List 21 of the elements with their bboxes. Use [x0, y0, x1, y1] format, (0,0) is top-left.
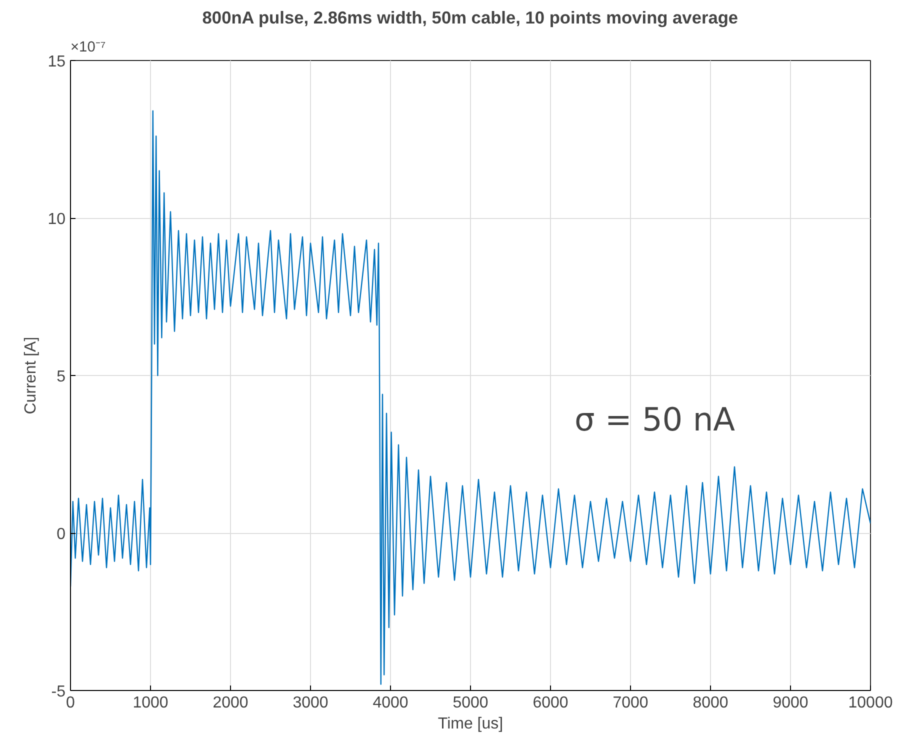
x-axis-title: Time [us]	[438, 716, 504, 732]
x-tick-label: 9000	[772, 694, 808, 712]
x-tick-label: 4000	[372, 694, 408, 712]
x-tick-label: 6000	[532, 694, 568, 712]
y-tick-label: 10	[48, 211, 66, 228]
y-axis-title: Current [A]	[22, 336, 40, 414]
y-tick-label: -5	[51, 684, 66, 700]
y-tick-label: 0	[56, 526, 66, 543]
text: ×10⁻⁷	[70, 40, 106, 56]
line-series	[70, 110, 870, 685]
x-tick-label: 10000	[848, 694, 893, 712]
chart-title: 800nA pulse, 2.86ms width, 50m cable, 10 points moving average	[202, 8, 738, 28]
x-tick-label: 3000	[292, 694, 328, 712]
x-tick-label: 2000	[212, 694, 248, 712]
x-tick-label: 7000	[612, 694, 648, 712]
x-tick-label: 8000	[692, 694, 728, 712]
x-tick-label: 1000	[132, 694, 168, 712]
y-tick-label: 15	[48, 54, 66, 70]
y-tick-label: 5	[56, 368, 66, 386]
x-tick-label: 5000	[452, 694, 488, 712]
annotation: σ = 50 nA	[574, 400, 736, 438]
